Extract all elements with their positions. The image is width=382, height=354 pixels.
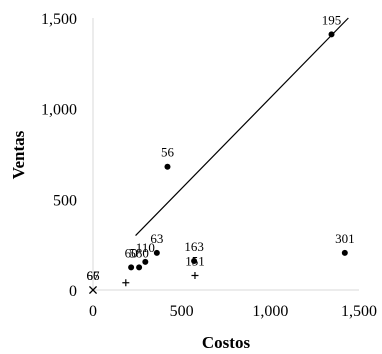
data-point xyxy=(153,249,160,256)
data-points xyxy=(89,31,348,294)
data-label: 301 xyxy=(335,231,355,246)
y-tick-label: 1,500 xyxy=(41,11,77,28)
data-point xyxy=(128,264,135,271)
trendline xyxy=(135,17,349,237)
x-tick-label: 1,500 xyxy=(341,303,377,320)
data-label: 580 xyxy=(129,245,149,260)
data-point xyxy=(89,286,97,294)
data-point xyxy=(191,257,198,264)
x-axis-title: Costos xyxy=(202,333,251,352)
y-tick-label: 0 xyxy=(69,283,77,300)
data-point xyxy=(122,279,130,287)
data-point xyxy=(328,31,335,38)
y-tick-label: 1,000 xyxy=(41,102,77,119)
data-point xyxy=(136,264,143,271)
x-tick-label: 0 xyxy=(89,303,97,320)
data-point xyxy=(191,271,199,279)
data-label: 163 xyxy=(184,239,204,254)
trendline-group xyxy=(135,17,349,237)
data-point-stroke-b xyxy=(89,286,97,294)
data-label: 67 xyxy=(87,268,101,283)
data-point xyxy=(341,249,348,256)
x-tick-label: 500 xyxy=(170,303,194,320)
axes: 0 500 1,000 1,500 0 500 1,000 1,500 xyxy=(41,11,377,320)
data-label: 63 xyxy=(150,231,163,246)
x-tick-label: 1,000 xyxy=(252,303,288,320)
data-label: 195 xyxy=(322,12,342,27)
data-point xyxy=(164,163,171,170)
data-label: 110 xyxy=(136,240,155,255)
data-label: 60 xyxy=(125,245,138,260)
data-label: 66 xyxy=(87,268,101,283)
data-label: 56 xyxy=(161,145,175,160)
data-label: 151 xyxy=(185,253,205,268)
y-axis-title: Ventas xyxy=(9,130,28,179)
y-tick-label: 500 xyxy=(53,192,77,209)
data-point xyxy=(142,258,149,265)
